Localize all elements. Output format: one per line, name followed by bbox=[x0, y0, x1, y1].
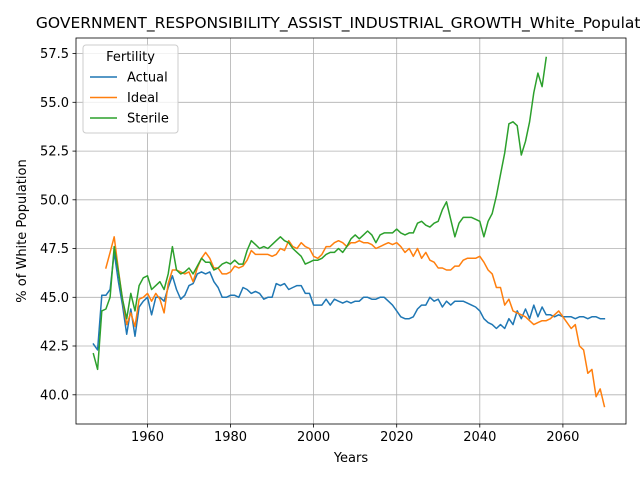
chart-title: GOVERNMENT_RESPONSIBILITY_ASSIST_INDUSTR… bbox=[36, 14, 640, 33]
series-line-actual bbox=[92, 251, 606, 351]
y-tick-label: 55.0 bbox=[40, 96, 69, 111]
legend-label-ideal: Ideal bbox=[127, 91, 159, 106]
legend-box bbox=[82, 44, 179, 134]
legend: Fertility Actual Ideal Sterile bbox=[82, 44, 179, 134]
series-line-sterile bbox=[92, 56, 548, 371]
legend-label-sterile: Sterile bbox=[127, 112, 169, 127]
y-tick-label: 57.5 bbox=[40, 47, 69, 62]
legend-label-actual: Actual bbox=[127, 71, 168, 86]
x-tick-label: 1960 bbox=[131, 430, 164, 445]
y-tick-label: 47.5 bbox=[40, 242, 69, 257]
x-tick-label: 2040 bbox=[463, 430, 496, 445]
x-tick-label: 2060 bbox=[546, 430, 579, 445]
y-tick-label: 45.0 bbox=[40, 291, 69, 306]
y-tick-label: 50.0 bbox=[40, 193, 69, 208]
y-tick-label: 52.5 bbox=[40, 145, 69, 160]
y-axis-title: % of White Population bbox=[15, 159, 30, 302]
series-lines bbox=[92, 56, 606, 408]
legend-title: Fertility bbox=[106, 50, 155, 65]
plot-area-frame bbox=[75, 37, 627, 425]
y-tick-label: 40.0 bbox=[40, 388, 69, 403]
axis-ticks: 1960 1980 2000 2020 2040 2060 40.0 42.5 45.0 47.5… bbox=[40, 47, 579, 445]
y-tick-label: 42.5 bbox=[40, 340, 69, 355]
x-tick-label: 1980 bbox=[214, 430, 247, 445]
x-tick-label: 2020 bbox=[380, 430, 413, 445]
grid-lines bbox=[76, 38, 626, 424]
x-axis-title: Years bbox=[333, 451, 369, 466]
x-tick-label: 2000 bbox=[297, 430, 330, 445]
series-line-ideal bbox=[104, 236, 606, 408]
